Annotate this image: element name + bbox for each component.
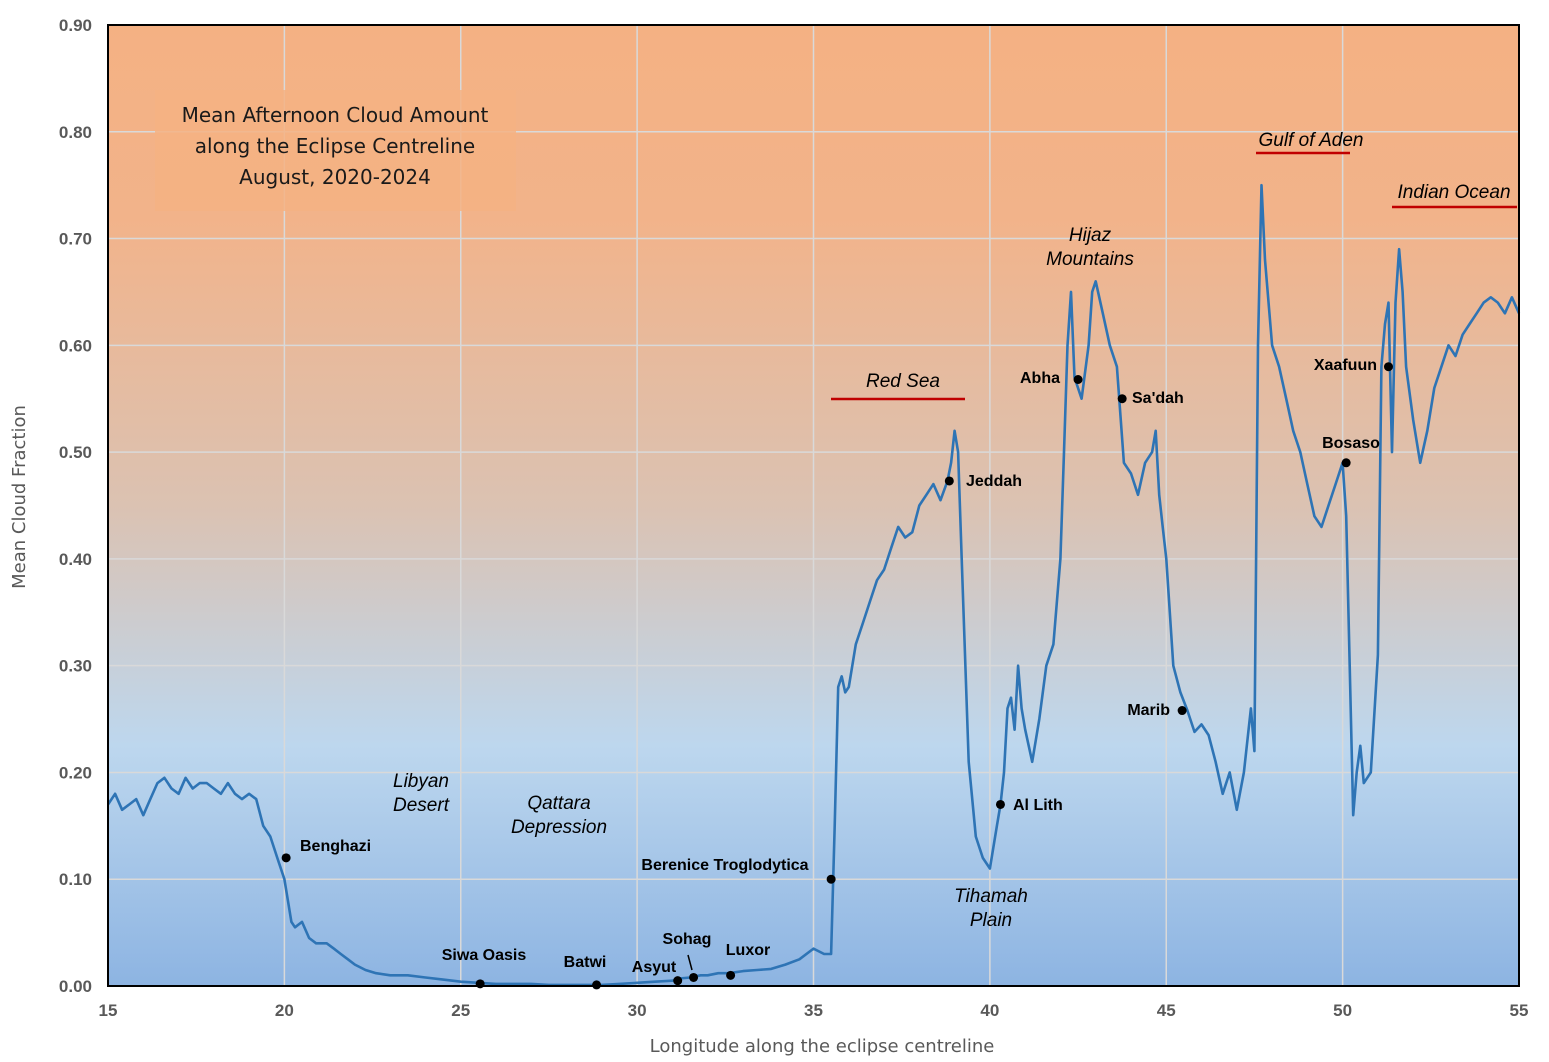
x-axis-title: Longitude along the eclipse centreline	[650, 1036, 995, 1057]
x-tick-label: 35	[804, 1001, 823, 1020]
title-line-1: Mean Afternoon Cloud Amount	[182, 103, 489, 127]
region-label: Hijaz	[1069, 225, 1112, 246]
place-label: Jeddah	[966, 473, 1022, 490]
region-label: Mountains	[1046, 249, 1134, 270]
sohag-leader-line	[687, 954, 693, 971]
place-marker	[689, 972, 699, 982]
place-marker	[1177, 706, 1187, 716]
place-label: Sohag	[663, 931, 712, 948]
x-tick-label: 25	[451, 1001, 470, 1020]
place-marker	[281, 853, 291, 863]
x-tick-label: 15	[99, 1001, 118, 1020]
place-label: Batwi	[564, 954, 607, 971]
region-label: Qattara	[527, 793, 590, 814]
x-tick-label: 30	[628, 1001, 647, 1020]
place-label: Asyut	[632, 959, 677, 976]
region-label: Gulf of Aden	[1259, 130, 1364, 151]
place-label: Berenice Troglodytica	[641, 857, 808, 874]
y-tick-labels: 0.00 0.10 0.20 0.30 0.40 0.50 0.60 0.70 0.80 0.90	[59, 16, 92, 996]
place-marker	[826, 874, 836, 884]
place-marker	[1073, 375, 1083, 385]
place-marker	[995, 799, 1005, 809]
place-label: Siwa Oasis	[442, 947, 527, 964]
region-labels: Libyan Desert Qattara Depression Red Sea Hija…	[393, 130, 1511, 931]
y-tick-label: 0.00	[59, 977, 92, 996]
place-label: Luxor	[726, 942, 770, 959]
place-label: Marib	[1127, 702, 1170, 719]
x-tick-label: 45	[1157, 1001, 1176, 1020]
region-label: Desert	[393, 795, 450, 816]
x-tick-label: 55	[1510, 1001, 1529, 1020]
region-label: Plain	[970, 910, 1012, 931]
place-label: Al Lith	[1013, 797, 1063, 814]
place-label: Bosaso	[1322, 435, 1380, 452]
region-label: Indian Ocean	[1397, 182, 1510, 203]
place-marker	[673, 976, 683, 986]
title-box	[155, 90, 516, 211]
y-tick-label: 0.50	[59, 443, 92, 462]
plot-frame	[107, 24, 1520, 987]
sea-underlines	[831, 151, 1517, 401]
y-tick-label: 0.10	[59, 870, 92, 889]
y-tick-label: 0.60	[59, 336, 92, 355]
chart-title: Mean Afternoon Cloud Amount along the Ec…	[182, 103, 489, 189]
place-marker	[475, 979, 485, 989]
place-marker	[1117, 394, 1127, 404]
place-label: Xaafuun	[1314, 357, 1377, 374]
y-tick-label: 0.30	[59, 657, 92, 676]
x-tick-labels: 15 20 25 30 35 40 45 50 55	[99, 1001, 1529, 1020]
title-line-3: August, 2020-2024	[239, 165, 431, 189]
place-marker	[592, 980, 602, 990]
place-marker	[726, 970, 736, 980]
place-marker	[944, 476, 954, 486]
place-label: Abha	[1020, 370, 1060, 387]
region-label: Tihamah	[954, 886, 1028, 907]
y-tick-label: 0.80	[59, 123, 92, 142]
place-label: Benghazi	[300, 838, 371, 855]
region-label: Depression	[511, 817, 607, 838]
y-tick-label: 0.40	[59, 550, 92, 569]
region-label: Red Sea	[866, 371, 940, 392]
y-tick-label: 0.20	[59, 763, 92, 782]
x-tick-label: 20	[275, 1001, 294, 1020]
y-axis-title: Mean Cloud Fraction	[9, 405, 30, 589]
y-tick-label: 0.70	[59, 230, 92, 249]
place-markers: Benghazi Siwa Oasis Batwi Asyut Sohag Luxor Be…	[281, 357, 1393, 990]
x-tick-label: 40	[980, 1001, 999, 1020]
place-marker	[1341, 458, 1351, 468]
title-line-2: along the Eclipse Centreline	[195, 134, 475, 158]
y-tick-label: 0.90	[59, 16, 92, 35]
place-label: Sa'dah	[1132, 390, 1184, 407]
region-label: Libyan	[393, 771, 449, 792]
x-tick-label: 50	[1333, 1001, 1352, 1020]
place-marker	[1383, 362, 1393, 372]
